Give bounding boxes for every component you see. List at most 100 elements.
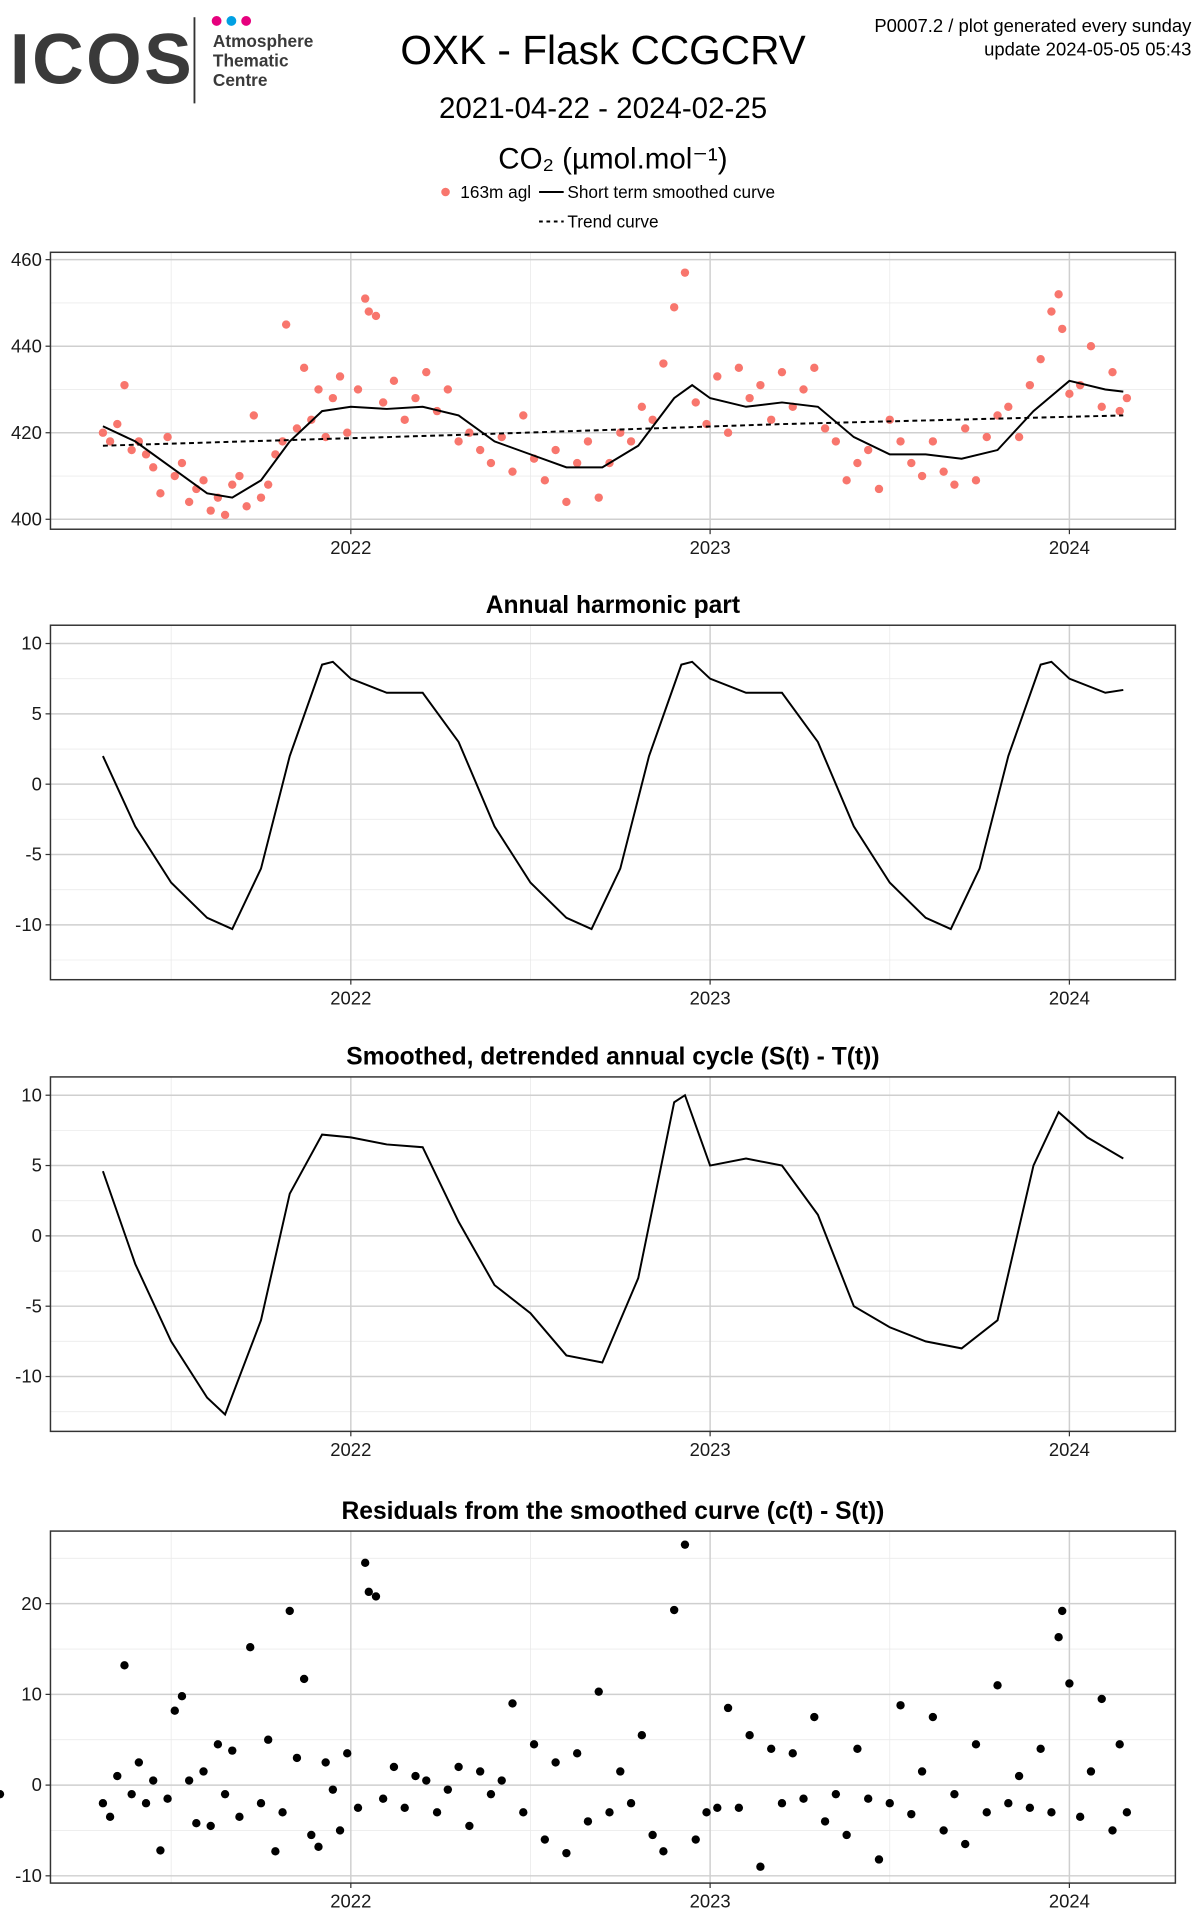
data-point	[680, 268, 690, 277]
data-point	[1025, 1803, 1035, 1812]
data-point	[249, 411, 259, 420]
data-point	[971, 1740, 981, 1749]
logo-sub: Thematic	[213, 50, 289, 70]
data-point	[371, 311, 381, 321]
data-point	[777, 1799, 787, 1808]
curve	[102, 660, 1124, 931]
data-point	[572, 458, 582, 468]
data-point	[637, 402, 647, 411]
data-point	[170, 471, 179, 481]
data-point	[799, 1794, 808, 1803]
plot-frame	[49, 1076, 1177, 1433]
data-point	[939, 1826, 948, 1835]
plot-frame	[49, 251, 1177, 530]
data-point	[149, 1776, 158, 1785]
data-point	[691, 398, 700, 407]
y-tick-label: 10	[21, 1084, 42, 1105]
x-tick-label: 2022	[330, 1891, 371, 1912]
data-point	[508, 467, 517, 476]
data-point	[551, 445, 560, 455]
data-point	[141, 1799, 151, 1808]
data-point	[465, 428, 474, 437]
data-point	[120, 1661, 129, 1670]
data-point	[853, 1744, 862, 1753]
data-point	[1014, 432, 1024, 442]
data-point	[659, 359, 668, 368]
data-point	[271, 1847, 280, 1856]
logo: ICOS	[10, 20, 194, 100]
data-point	[982, 432, 991, 442]
y-tick-label: 20	[21, 1593, 42, 1614]
data-point	[328, 393, 338, 403]
data-point	[113, 1771, 122, 1781]
data-point	[669, 303, 679, 312]
data-point	[594, 493, 603, 502]
y-tick-label: -5	[25, 1295, 41, 1316]
data-point	[907, 1809, 916, 1819]
data-point	[767, 1744, 776, 1753]
data-point	[256, 493, 266, 502]
data-point	[141, 450, 151, 459]
data-point	[163, 432, 172, 442]
data-point	[691, 1835, 700, 1844]
data-point	[235, 471, 244, 481]
data-point	[1122, 393, 1132, 403]
data-point	[745, 1731, 754, 1740]
y-tick-label: 420	[11, 422, 42, 443]
data-point	[799, 385, 808, 394]
x-tick-label: 2022	[330, 987, 371, 1008]
data-point	[343, 1749, 352, 1758]
data-point	[734, 1803, 744, 1812]
data-point	[335, 372, 345, 381]
data-point	[540, 476, 550, 485]
x-tick-label: 2024	[1049, 1439, 1090, 1460]
data-point	[1014, 1771, 1024, 1781]
data-point	[982, 1808, 991, 1817]
y-tick-label: 440	[11, 335, 42, 356]
data-point	[713, 372, 722, 381]
legend-label: 163m agl	[460, 182, 531, 202]
data-point	[1004, 402, 1013, 411]
x-tick-label: 2023	[690, 1439, 731, 1460]
data-point	[400, 415, 409, 424]
logo-dot	[241, 16, 252, 26]
data-point	[885, 415, 894, 424]
data-point	[594, 1687, 603, 1696]
data-point	[443, 1785, 453, 1794]
data-point	[971, 476, 981, 485]
data-point	[220, 510, 230, 520]
data-point	[105, 1812, 115, 1822]
data-point	[206, 506, 215, 515]
data-point	[278, 437, 287, 446]
data-point	[105, 437, 115, 446]
data-point	[1047, 307, 1056, 316]
y-tick-label: -10	[15, 914, 42, 935]
data-point	[389, 376, 399, 386]
data-point	[1036, 354, 1045, 364]
data-point	[486, 458, 496, 468]
data-point	[497, 432, 506, 442]
data-point	[562, 497, 571, 507]
data-point	[1108, 367, 1117, 377]
data-point	[213, 1740, 223, 1749]
data-point	[745, 393, 754, 403]
data-point	[206, 1821, 215, 1831]
data-point	[177, 458, 187, 468]
title: OXK - Flask CCGCRV	[400, 27, 805, 73]
data-point	[713, 1803, 722, 1812]
data-point	[583, 1817, 593, 1826]
data-point	[1036, 1744, 1045, 1753]
logo-dot	[226, 16, 237, 26]
data-point	[723, 1703, 733, 1713]
legend: 163m agl Short term smoothed curve Trend c…	[441, 182, 775, 232]
data-point	[497, 1776, 506, 1785]
y-tick-label: 460	[11, 249, 42, 270]
data-point	[1122, 1808, 1132, 1817]
data-point	[292, 1753, 302, 1763]
data-point	[648, 415, 657, 424]
data-point	[1086, 1767, 1096, 1776]
data-point	[680, 1540, 690, 1549]
data-point	[149, 463, 158, 472]
data-point	[113, 419, 122, 429]
data-point	[853, 458, 862, 468]
